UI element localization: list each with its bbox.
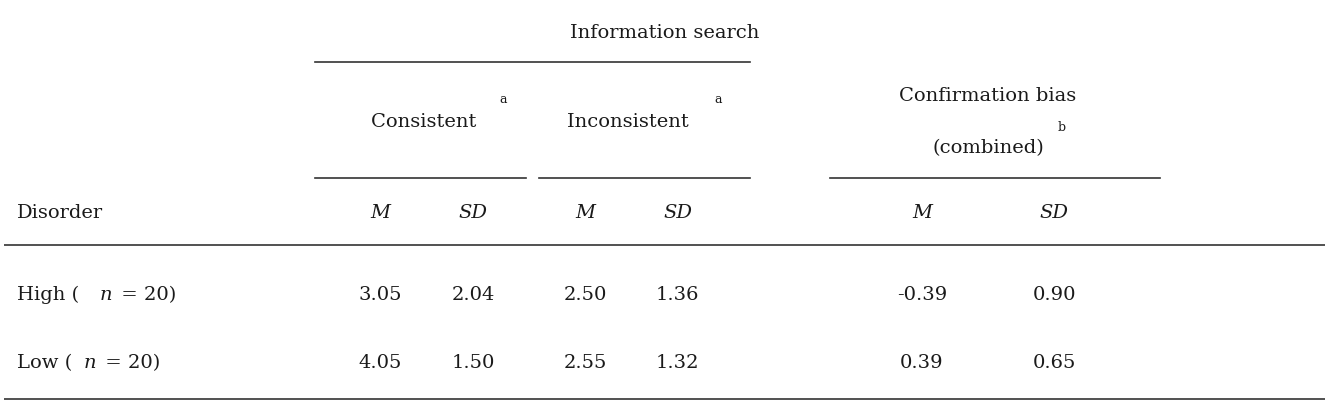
Text: a: a bbox=[715, 93, 722, 106]
Text: Information search: Information search bbox=[570, 24, 759, 42]
Text: Inconsistent: Inconsistent bbox=[567, 113, 695, 131]
Text: SD: SD bbox=[459, 204, 488, 223]
Text: a: a bbox=[500, 93, 506, 106]
Text: n: n bbox=[84, 354, 96, 372]
Text: Confirmation bias: Confirmation bias bbox=[900, 87, 1076, 105]
Text: M: M bbox=[912, 204, 932, 223]
Text: 2.04: 2.04 bbox=[452, 286, 494, 304]
Text: M: M bbox=[371, 204, 391, 223]
Text: 1.36: 1.36 bbox=[657, 286, 699, 304]
Text: (combined): (combined) bbox=[932, 139, 1045, 157]
Text: Disorder: Disorder bbox=[17, 204, 104, 223]
Text: High (: High ( bbox=[17, 286, 80, 304]
Text: 4.05: 4.05 bbox=[359, 354, 403, 372]
Text: SD: SD bbox=[663, 204, 692, 223]
Text: = 20): = 20) bbox=[100, 354, 161, 372]
Text: Low (: Low ( bbox=[17, 354, 73, 372]
Text: M: M bbox=[575, 204, 595, 223]
Text: 0.90: 0.90 bbox=[1033, 286, 1076, 304]
Text: b: b bbox=[1058, 121, 1066, 134]
Text: 0.39: 0.39 bbox=[900, 354, 944, 372]
Text: 2.50: 2.50 bbox=[563, 286, 607, 304]
Text: n: n bbox=[100, 286, 112, 304]
Text: Consistent: Consistent bbox=[371, 113, 482, 131]
Text: 1.32: 1.32 bbox=[657, 354, 699, 372]
Text: 3.05: 3.05 bbox=[359, 286, 403, 304]
Text: 2.55: 2.55 bbox=[563, 354, 607, 372]
Text: 0.65: 0.65 bbox=[1033, 354, 1075, 372]
Text: = 20): = 20) bbox=[116, 286, 177, 304]
Text: -0.39: -0.39 bbox=[897, 286, 948, 304]
Text: SD: SD bbox=[1039, 204, 1069, 223]
Text: 1.50: 1.50 bbox=[452, 354, 494, 372]
